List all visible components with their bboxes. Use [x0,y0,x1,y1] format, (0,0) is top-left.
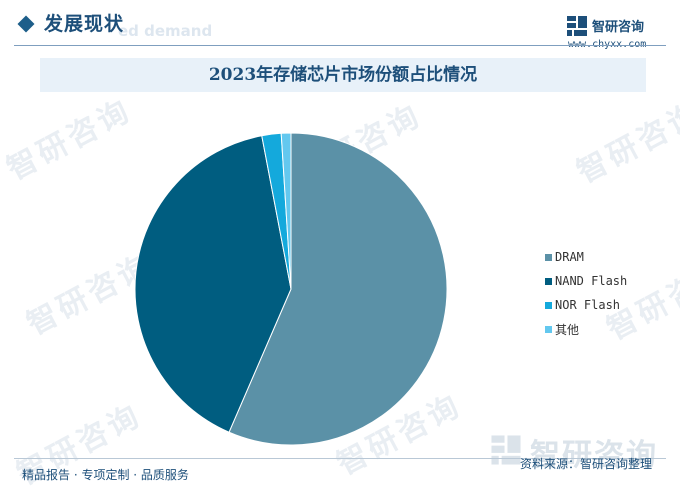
legend-swatch [545,325,552,333]
chart-legend: DRAM NAND Flash NOR Flash 其他 [545,245,675,341]
legend-item: NAND Flash [545,269,675,293]
pie-slice [228,132,448,446]
section-title-en: ed demand [118,22,213,40]
legend-item: NOR Flash [545,293,675,317]
header-divider [14,45,666,46]
legend-item: DRAM [545,245,675,269]
footer-divider [14,458,666,459]
legend-label: 其他 [555,322,580,337]
header: ed demand 发展现状 智研咨询 www.chyxx.com [0,0,680,50]
section-title: 发展现状 [44,13,125,35]
legend-label: NAND Flash [555,274,628,288]
brand: 智研咨询 www.chyxx.com [566,12,676,50]
chart-title: 2023年存储芯片市场份额占比情况 [208,65,478,85]
legend-item: 其他 [545,317,675,341]
footer-logo-icon [491,435,521,465]
footer-watermark-name: 智研咨询 [530,438,658,473]
brand-logo-icon [567,16,587,36]
chart-title-bar: 2023年存储芯片市场份额占比情况 [40,58,646,92]
pie-slice [134,135,292,433]
pie-slice [280,132,292,290]
legend-label: DRAM [555,250,584,264]
brand-name: 智研咨询 [592,20,645,35]
legend-label: NOR Flash [555,298,621,312]
footer-watermark: 智研咨询 [490,430,670,473]
legend-swatch [545,253,552,261]
legend-swatch [545,277,552,285]
brand-url: www.chyxx.com [568,39,646,50]
legend-swatch [545,301,552,309]
footer-slogan: 精品报告 · 专项定制 · 品质服务 [22,468,189,482]
source-note: 资料来源：智研咨询整理 [520,457,653,471]
